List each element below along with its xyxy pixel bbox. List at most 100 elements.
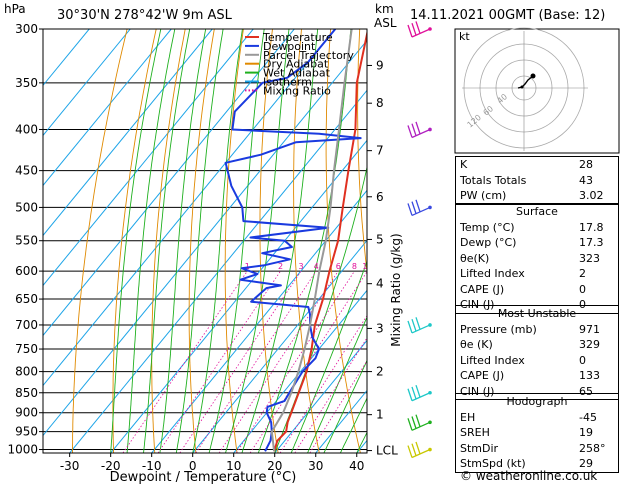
km-tick-label: 1 xyxy=(376,408,384,422)
surface-value: 0 xyxy=(579,298,586,311)
mixing-ratio-line xyxy=(309,360,367,453)
surface-label: CAPE (J) xyxy=(460,282,505,296)
hodograph-stat-value: 258° xyxy=(579,441,606,455)
wet-adiabat-line xyxy=(159,29,207,453)
hodograph-stat-row: StmSpd (kt) 29 xyxy=(456,456,618,472)
most-unstable-row: CIN (J) 65 xyxy=(456,384,618,400)
dry-adiabat-line xyxy=(357,29,367,276)
mixing-ratio-label: 3 xyxy=(299,262,304,271)
hodograph-frame xyxy=(454,28,620,154)
wind-barb-flag xyxy=(411,22,417,36)
wet-adiabat-line xyxy=(143,29,191,453)
km-tick-label: 7 xyxy=(376,144,384,158)
km-tick-label: 9 xyxy=(376,58,384,72)
most-unstable-row: CAPE (J) 133 xyxy=(456,368,618,384)
surface-label: θe(K) xyxy=(460,251,490,265)
dry-adiabat-line xyxy=(325,29,361,453)
index-label: PW (cm) xyxy=(460,189,507,202)
wind-barb-flag xyxy=(411,201,417,214)
wet-adiabat-line xyxy=(126,29,176,453)
surface-value: 17.8 xyxy=(579,220,604,234)
index-label: K xyxy=(460,158,468,171)
wind-barb-flag xyxy=(411,416,417,429)
dry-adiabat-line xyxy=(188,29,215,453)
wind-barb-flag xyxy=(407,320,413,334)
km-tick-label: 5 xyxy=(376,232,384,246)
dry-adiabat-line xyxy=(112,29,157,453)
most-unstable-value: 971 xyxy=(579,322,600,336)
hodograph-stat-row: SREH 19 xyxy=(456,425,618,441)
wind-barb-flag xyxy=(411,443,417,456)
legend-label: Dry Adiabat xyxy=(263,58,329,71)
isotherm-line xyxy=(43,29,213,237)
temperature-tick-label: 40 xyxy=(349,459,364,473)
hpa-label: hPa xyxy=(4,2,26,16)
wind-barb-dot xyxy=(428,447,432,452)
most-unstable-value: 0 xyxy=(579,353,586,367)
pressure-tick-label: 1000 xyxy=(7,443,38,457)
pressure-tick-label: 750 xyxy=(15,342,38,356)
most-unstable-row: Lifted Index 0 xyxy=(456,353,618,369)
mixing-ratio-axis-label: Mixing Ratio (g/kg) xyxy=(389,233,403,346)
wind-barb-dot xyxy=(428,27,432,31)
wind-barb-dot xyxy=(428,420,432,425)
asl-label: ASL xyxy=(374,16,397,30)
temperature-tick-label: 0 xyxy=(189,459,197,473)
hodograph-table-box: Hodograph EH -45 SREH 19 StmDir 258° StmSpd (k… xyxy=(455,393,619,473)
wind-barb xyxy=(411,392,431,402)
temperature-tick-label: 20 xyxy=(267,459,282,473)
most-unstable-label: Lifted Index xyxy=(460,353,525,367)
dry-adiabat-line xyxy=(293,29,320,453)
pressure-tick-label: 800 xyxy=(15,365,38,379)
hodograph-stat-value: -45 xyxy=(579,410,597,424)
index-row: K 28 xyxy=(456,157,618,173)
wind-barb-flag xyxy=(415,121,421,135)
wind-barb-flag xyxy=(407,418,413,431)
surface-row: CIN (J) 0 xyxy=(456,297,618,313)
pressure-tick-label: 450 xyxy=(15,164,38,178)
surface-box: Surface Temp (°C) 17.8 Dewp (°C) 17.3 θe(K) 3… xyxy=(455,203,619,314)
hodograph-point xyxy=(520,85,524,89)
mixing-ratio-label: 4 xyxy=(314,262,319,271)
km-tick-label: 4 xyxy=(376,277,384,291)
wet-adiabat-line xyxy=(323,359,367,453)
hodograph-table-panel: Hodograph EH -45 SREH 19 StmDir 258° StmSpd (k… xyxy=(455,393,619,473)
pressure-tick-label: 700 xyxy=(15,318,38,332)
wind-barb-flag xyxy=(411,123,417,136)
mixing-ratio-label: 8 xyxy=(352,262,357,271)
hodograph-table-title: Hodograph xyxy=(506,395,568,408)
mixing-ratio-line xyxy=(294,337,367,453)
most-unstable-value: 329 xyxy=(579,338,600,351)
isotherm-line xyxy=(43,29,131,137)
surface-label: Temp (°C) xyxy=(460,220,515,234)
temperature-tick-label: 10 xyxy=(226,459,241,473)
wind-barb xyxy=(411,28,431,38)
wet-adiabat-line xyxy=(175,29,224,453)
wind-barb-flag xyxy=(415,441,421,455)
surface-row: CAPE (J) 0 xyxy=(456,282,618,298)
temperature-tick-label: -30 xyxy=(60,459,80,473)
wind-barb-dot xyxy=(428,205,432,210)
indices-panel: K 28 Totals Totals 43 PW (cm) 3.02 xyxy=(455,156,619,205)
pressure-tick-label: 900 xyxy=(15,406,38,420)
wind-barb-dot xyxy=(428,127,432,132)
most-unstable-panel: Most Unstable Pressure (mb) 971 θe (K) 329 L… xyxy=(455,305,619,400)
hodograph-stat-label: SREH xyxy=(460,426,490,439)
mixing-ratio-label: 25 xyxy=(418,262,428,271)
legend-label: Dewpoint xyxy=(263,40,316,53)
pressure-tick-label: 550 xyxy=(15,234,38,248)
wet-adiabat-line xyxy=(192,29,243,453)
legend-label: Wet Adiabat xyxy=(263,67,331,80)
datetime-title: 14.11.2021 00GMT (Base: 12) xyxy=(410,8,605,23)
hodograph-stat-label: StmDir xyxy=(460,441,499,455)
dry-adiabat-line xyxy=(72,29,128,453)
isotherm-line xyxy=(274,339,367,453)
pressure-tick-label: 850 xyxy=(15,386,38,400)
km-label: km xyxy=(375,2,394,16)
parcel-trajectory-profile xyxy=(270,29,353,452)
wind-barb xyxy=(411,324,431,334)
wet-adiabat-line xyxy=(110,29,162,453)
isotherm-line xyxy=(233,289,367,453)
legend-label: Mixing Ratio xyxy=(263,84,331,97)
surface-row: θe(K) 323 xyxy=(456,251,618,267)
